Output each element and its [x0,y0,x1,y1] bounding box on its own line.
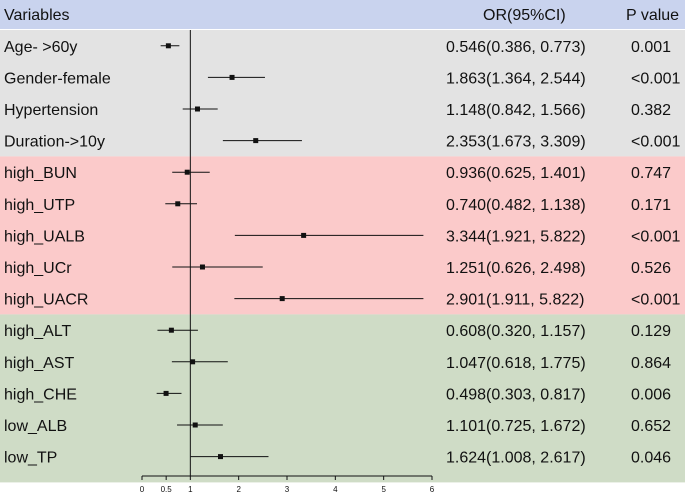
or-point [199,264,205,270]
row-variable-label: Gender-female [4,70,111,87]
row-or-ci-text: 0.498(0.303, 0.817) [446,386,586,403]
x-tick-label: 0 [140,485,145,494]
x-tick-label: 6 [430,485,435,494]
row-variable-label: high_UTP [4,197,75,214]
row-p-value: 0.001 [631,39,671,56]
row-variable-label: Duration->10y [4,134,105,151]
or-point [165,43,171,49]
x-tick-label: 0.5 [161,485,173,494]
row-p-value: 0.382 [631,102,671,119]
or-point [168,327,174,333]
row-p-value: <0.001 [631,228,680,245]
row-variable-label: high_AST [4,355,74,372]
row-p-value: <0.001 [631,134,680,151]
or-point [217,454,223,460]
row-or-ci-text: 0.936(0.625, 1.401) [446,165,586,182]
row-or-ci-text: 1.251(0.626, 2.498) [446,260,586,277]
row-variable-label: Age- >60y [4,39,77,56]
group-band [0,30,685,157]
row-p-value: 0.129 [631,323,671,340]
x-tick-label: 1 [188,485,193,494]
row-variable-label: high_ALT [4,323,72,340]
or-point [163,390,169,396]
or-point [301,232,307,238]
row-or-ci-text: 1.047(0.618, 1.775) [446,355,586,372]
row-p-value: 0.006 [631,386,671,403]
row-p-value: 0.046 [631,450,671,467]
row-or-ci-text: 1.148(0.842, 1.566) [446,102,586,119]
row-p-value: 0.652 [631,418,671,435]
row-p-value: <0.001 [631,292,680,309]
group-band [0,314,685,483]
row-variable-label: high_UALB [4,228,85,245]
row-p-value: 0.526 [631,260,671,277]
header-or-ci: OR(95%CI) [483,7,566,24]
or-point [184,169,190,175]
row-p-value: <0.001 [631,70,680,87]
row-p-value: 0.747 [631,165,671,182]
x-tick-label: 2 [236,485,241,494]
x-tick-label: 5 [381,485,386,494]
row-variable-label: high_UCr [4,260,72,277]
or-point [175,201,181,207]
x-tick-label: 3 [285,485,290,494]
x-axis: 0 0.5 1 2 3 4 5 6 [140,475,435,494]
header-p-value: P value [626,7,679,24]
row-p-value: 0.171 [631,197,671,214]
or-point [229,74,235,80]
or-point [194,106,200,112]
row-variable-label: high_UACR [4,292,88,309]
row-variable-label: high_CHE [4,386,77,403]
row-variable-label: low_TP [4,450,57,467]
or-point [253,138,259,144]
header-bar [0,0,685,29]
or-point [279,296,285,302]
row-variable-label: low_ALB [4,418,67,435]
row-or-ci-text: 2.901(1.911, 5.822) [446,292,584,309]
row-or-ci-text: 0.608(0.320, 1.157) [446,323,586,340]
or-point [192,422,198,428]
row-variable-label: Hypertension [4,102,98,119]
or-point [190,359,196,365]
row-p-value: 0.864 [631,355,671,372]
row-or-ci-text: 1.101(0.725, 1.672) [446,418,586,435]
row-variable-label: high_BUN [4,165,77,182]
row-bands [0,30,685,483]
header-variables: Variables [4,7,70,24]
row-or-ci-text: 1.624(1.008, 2.617) [446,450,586,467]
row-or-ci-text: 0.546(0.386, 0.773) [446,39,586,56]
row-or-ci-text: 1.863(1.364, 2.544) [446,70,586,87]
row-or-ci-text: 3.344(1.921, 5.822) [446,228,586,245]
row-or-ci-text: 2.353(1.673, 3.309) [446,134,586,151]
row-or-ci-text: 0.740(0.482, 1.138) [446,197,586,214]
x-tick-label: 4 [333,485,338,494]
forest-rows: Age- >60y 0.546(0.386, 0.773) 0.001 Gender-… [4,39,680,467]
